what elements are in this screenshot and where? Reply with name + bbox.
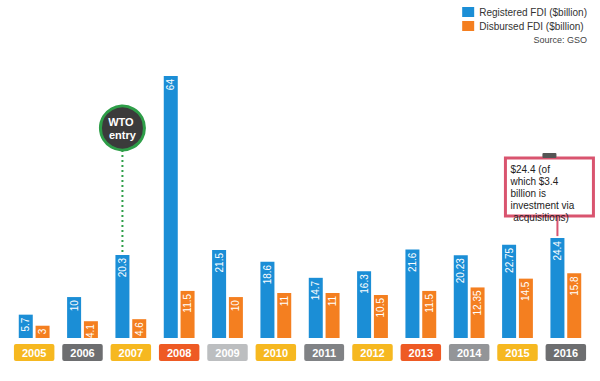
svg-text:11.5: 11.5 bbox=[424, 293, 435, 312]
svg-text:billion is: billion is bbox=[510, 188, 548, 199]
svg-text:2007: 2007 bbox=[119, 347, 143, 359]
svg-text:2016: 2016 bbox=[554, 347, 578, 359]
svg-text:64: 64 bbox=[165, 79, 176, 91]
svg-text:which $3.4: which $3.4 bbox=[509, 176, 561, 187]
svg-text:investment via: investment via bbox=[510, 200, 574, 211]
svg-text:2006: 2006 bbox=[70, 347, 94, 359]
svg-text:4.6: 4.6 bbox=[134, 322, 145, 336]
svg-text:entry: entry bbox=[109, 129, 137, 141]
svg-text:2010: 2010 bbox=[264, 347, 288, 359]
svg-text:2014: 2014 bbox=[457, 347, 482, 359]
svg-text:14.5: 14.5 bbox=[520, 281, 531, 301]
svg-text:10: 10 bbox=[69, 300, 80, 312]
svg-text:5.7: 5.7 bbox=[20, 317, 31, 331]
svg-text:2008: 2008 bbox=[167, 347, 191, 359]
svg-text:12.35: 12.35 bbox=[472, 290, 483, 315]
svg-text:14.7: 14.7 bbox=[310, 280, 321, 300]
svg-text:2012: 2012 bbox=[360, 347, 384, 359]
svg-text:15.8: 15.8 bbox=[569, 276, 580, 296]
svg-text:24.4: 24.4 bbox=[552, 241, 563, 261]
svg-text:20.23: 20.23 bbox=[455, 258, 466, 283]
svg-text:4.1: 4.1 bbox=[85, 324, 96, 338]
svg-text:2015: 2015 bbox=[505, 347, 529, 359]
svg-text:21.6: 21.6 bbox=[407, 252, 418, 272]
svg-text:10.5: 10.5 bbox=[375, 298, 386, 318]
svg-text:2013: 2013 bbox=[409, 347, 433, 359]
svg-text:Source: GSO: Source: GSO bbox=[533, 35, 587, 45]
svg-text:3: 3 bbox=[37, 328, 48, 334]
svg-text:2009: 2009 bbox=[215, 347, 239, 359]
svg-text:21.5: 21.5 bbox=[214, 253, 225, 273]
svg-text:2005: 2005 bbox=[22, 347, 46, 359]
svg-text:acquisitions): acquisitions) bbox=[510, 212, 568, 223]
svg-text:Registered FDI ($billion): Registered FDI ($billion) bbox=[479, 7, 587, 18]
svg-text:11: 11 bbox=[279, 296, 290, 307]
svg-text:$24.4 (of: $24.4 (of bbox=[510, 164, 552, 175]
svg-text:10: 10 bbox=[230, 300, 241, 312]
svg-text:20.3: 20.3 bbox=[117, 257, 128, 277]
svg-text:18.6: 18.6 bbox=[262, 264, 273, 284]
svg-text:11.5: 11.5 bbox=[182, 293, 193, 312]
svg-text:WTO: WTO bbox=[108, 116, 137, 128]
svg-text:11: 11 bbox=[327, 296, 338, 307]
svg-text:Disbursed FDI ($billion): Disbursed FDI ($billion) bbox=[479, 21, 583, 32]
svg-text:22.75: 22.75 bbox=[504, 247, 515, 272]
svg-text:16.3: 16.3 bbox=[359, 274, 370, 294]
svg-text:2011: 2011 bbox=[312, 347, 336, 359]
